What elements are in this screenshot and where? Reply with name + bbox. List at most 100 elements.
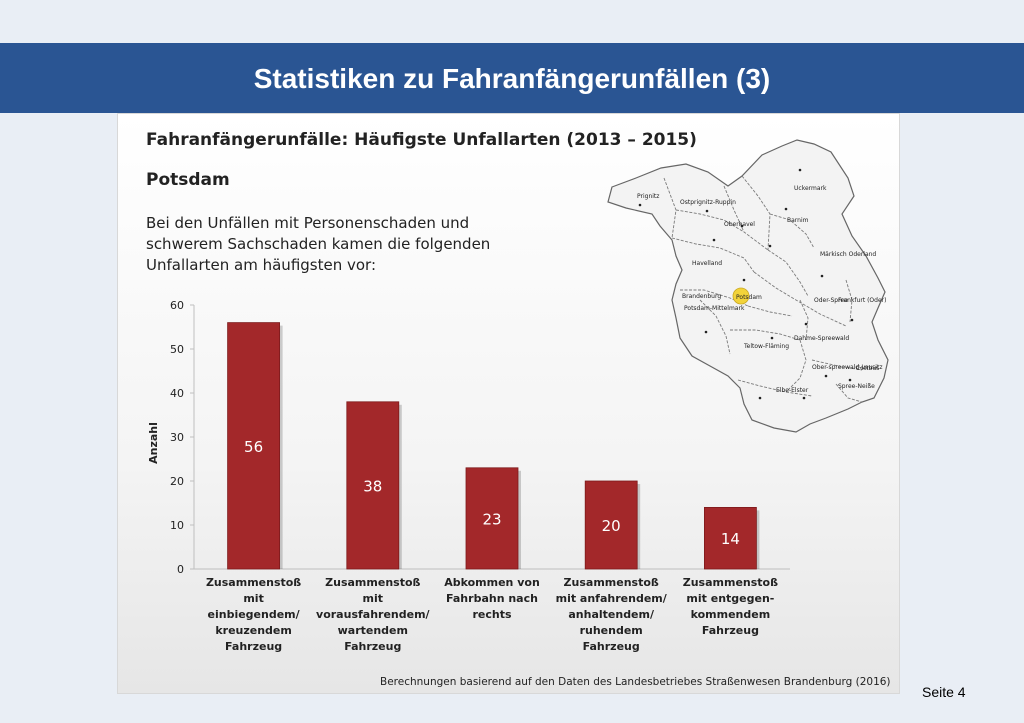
- y-tick-label: 20: [170, 475, 184, 488]
- map-city-dot: [638, 203, 642, 207]
- map-region-label: Ostprignitz-Ruppin: [680, 199, 736, 206]
- map-region-label: Potsdam-Mittelmark: [684, 305, 745, 312]
- y-tick-label: 10: [170, 519, 184, 532]
- map-city-dot: [784, 207, 788, 211]
- category-label: mit entgegen-: [686, 592, 774, 605]
- y-axis-label: Anzahl: [147, 422, 160, 464]
- category-label: Fahrzeug: [225, 640, 282, 653]
- map-border: [753, 271, 847, 327]
- category-label: Fahrbahn nach: [446, 592, 538, 605]
- page-title: Statistiken zu Fahranfängerunfällen (3): [253, 63, 771, 94]
- bar-value-label: 38: [363, 477, 382, 495]
- map-border: [769, 213, 815, 249]
- y-tick-label: 60: [170, 299, 184, 312]
- category-label: mit: [363, 592, 384, 605]
- map-border: [767, 249, 809, 297]
- category-label: Zusammenstoß: [683, 576, 778, 589]
- map-city-dot: [712, 238, 716, 242]
- map-city-dot: [824, 374, 828, 378]
- map-region-label: Prignitz: [637, 193, 659, 200]
- map-region-label: Elbe-Elster: [776, 387, 809, 394]
- category-label: vorausfahrendem/: [316, 608, 431, 621]
- page-number: Seite 4: [922, 684, 966, 700]
- category-label: Zusammenstoß: [325, 576, 420, 589]
- category-label: wartendem: [338, 624, 408, 637]
- category-label: Fahrzeug: [702, 624, 759, 637]
- map-city-dot: [850, 318, 854, 322]
- map-outline: [607, 139, 889, 433]
- y-tick-label: 0: [177, 563, 184, 576]
- source-note: Berechnungen basierend auf den Daten des…: [380, 676, 891, 688]
- category-label: kommendem: [691, 608, 771, 621]
- y-tick-label: 40: [170, 387, 184, 400]
- bar-value-label: 56: [244, 438, 263, 456]
- map-region-label: Ober-spreewald-Lausitz: [812, 364, 882, 371]
- map-city-dot: [740, 224, 744, 228]
- map-city-dot: [848, 378, 852, 382]
- map-region-label: Teltow-Fläming: [743, 343, 789, 350]
- map-city-dot: [798, 168, 802, 172]
- map-city-dot: [705, 209, 709, 213]
- bar: [346, 401, 400, 570]
- header-bar: [0, 43, 1024, 113]
- map-region-label: Spree-Neiße: [838, 383, 875, 390]
- map-region-label: Brandenburg: [682, 293, 721, 300]
- map-border: [699, 299, 731, 355]
- bar-value-label: 23: [482, 510, 501, 528]
- y-tick-label: 30: [170, 431, 184, 444]
- map-region-label: Dahme-Spreewald: [794, 335, 849, 342]
- bar-value-label: 14: [721, 530, 740, 548]
- category-label: rechts: [472, 608, 511, 621]
- category-label: Zusammenstoß: [564, 576, 659, 589]
- map-border: [785, 339, 807, 393]
- map-border: [737, 379, 813, 397]
- map-border: [723, 185, 769, 251]
- category-label: mit: [243, 592, 264, 605]
- category-label: Abkommen von: [444, 576, 540, 589]
- map-region-label: Oberhavel: [724, 221, 755, 228]
- category-label: mit anfahrendem/: [556, 592, 668, 605]
- map-region-label: Barnim: [787, 217, 809, 224]
- y-tick-label: 50: [170, 343, 184, 356]
- category-label: Fahrzeug: [344, 640, 401, 653]
- bar: [584, 480, 638, 570]
- map-border: [747, 305, 793, 317]
- map-border: [835, 383, 863, 403]
- chart-title: Fahranfängerunfälle: Häufigste Unfallart…: [146, 130, 697, 150]
- map-border: [671, 237, 755, 273]
- map-border: [730, 329, 801, 341]
- map-region-label: Cottbus: [856, 365, 879, 372]
- map-border: [811, 359, 863, 371]
- category-label: kreuzendem: [215, 624, 292, 637]
- bar: [704, 506, 757, 570]
- chart-description: Bei den Unfällen mit Personenschaden und…: [146, 214, 491, 274]
- map-city-dot: [768, 244, 772, 248]
- map-region-label: Havelland: [692, 260, 722, 267]
- category-label: ruhendem: [580, 624, 643, 637]
- map-region-label: Frankfurt (Oder): [838, 297, 886, 304]
- category-label: Fahrzeug: [583, 640, 640, 653]
- map-city-dot: [820, 274, 824, 278]
- map-city-dot: [704, 330, 708, 334]
- map-region-label: Uckermark: [794, 185, 827, 192]
- map-city-dot: [802, 396, 806, 400]
- map-city-dot: [758, 396, 762, 400]
- bar: [465, 467, 519, 570]
- city-name: Potsdam: [146, 170, 230, 190]
- map-region-label: Oder-Spree: [814, 297, 848, 304]
- map-city-dot: [804, 322, 808, 326]
- map-border: [675, 209, 745, 233]
- map-border: [845, 279, 853, 323]
- bar-value-label: 20: [602, 517, 621, 535]
- map-border: [741, 175, 771, 251]
- map-border: [799, 299, 809, 341]
- map-city-dot: [742, 278, 746, 282]
- category-label: einbiegendem/: [208, 608, 301, 621]
- map-group: Prignitz Ostprignitz-Ruppin Oberhavel Ucker…: [607, 139, 889, 433]
- map-region-label: Potsdam: [736, 294, 762, 301]
- map-city-dot: [770, 336, 774, 340]
- category-label: anhaltendem/: [568, 608, 655, 621]
- map-region-label: Märkisch Oderland: [820, 251, 876, 258]
